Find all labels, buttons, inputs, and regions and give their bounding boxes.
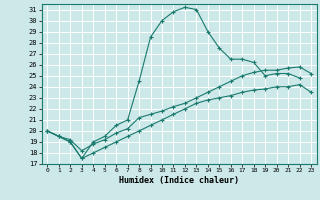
X-axis label: Humidex (Indice chaleur): Humidex (Indice chaleur) <box>119 176 239 185</box>
